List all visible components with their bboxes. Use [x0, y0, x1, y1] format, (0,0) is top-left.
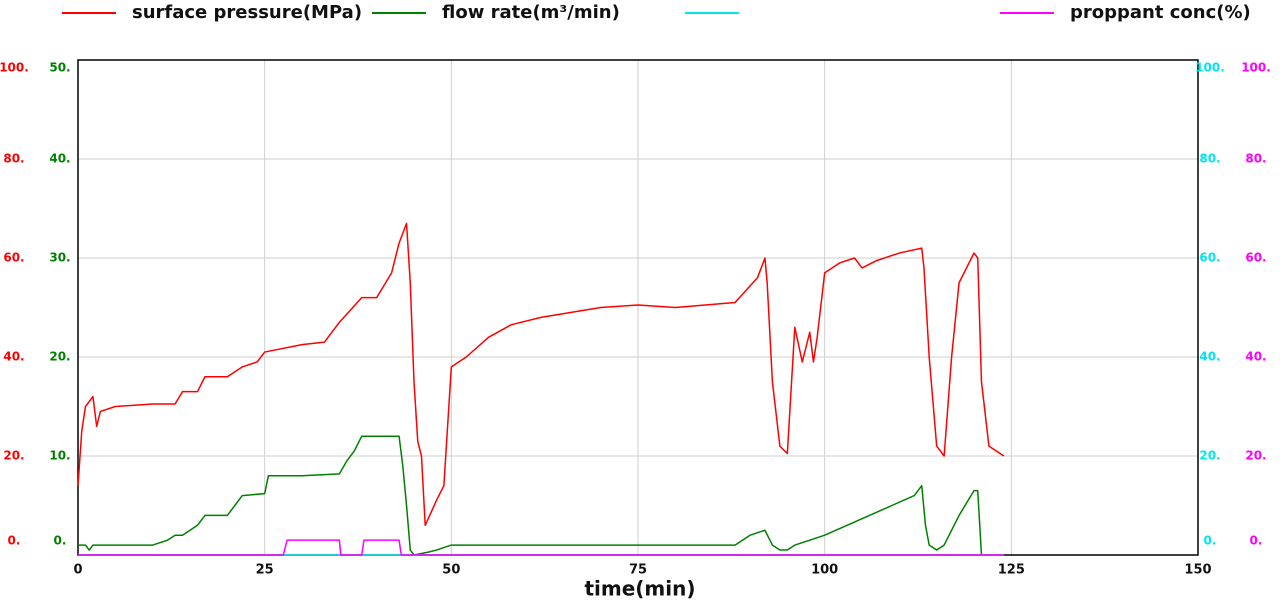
y-tick-label: 50.: [49, 61, 70, 75]
y-tick-label: 40.: [49, 152, 70, 166]
legend-label: surface pressure(MPa): [132, 2, 362, 23]
y-tick-label: 20.: [49, 350, 70, 364]
y-tick-label: 30.: [49, 251, 70, 265]
y-tick-label: 100.: [1195, 61, 1225, 75]
y-tick-label: 0.: [1250, 534, 1263, 548]
x-tick-label: 50: [442, 563, 460, 578]
y-tick-label: 10.: [49, 449, 70, 463]
legend-label: flow rate(m³/min): [442, 2, 620, 23]
y-tick-label: 40.: [1199, 350, 1220, 364]
y-tick-label: 20.: [1245, 449, 1266, 463]
y-tick-label: 40.: [1245, 350, 1266, 364]
x-tick-label: 75: [629, 563, 647, 578]
y-tick-label: 80.: [3, 152, 24, 166]
x-tick-label: 100: [811, 563, 838, 578]
y-tick-label: 60.: [3, 251, 24, 265]
legend-label: proppant conc(%): [1070, 2, 1251, 23]
y-tick-label: 100.: [0, 61, 29, 75]
x-tick-label: 0: [73, 563, 82, 578]
x-tick-label: 125: [998, 563, 1025, 578]
series-line: [78, 539, 1004, 556]
y-tick-label: 0.: [8, 534, 21, 548]
y-tick-label: 0.: [1204, 534, 1217, 548]
y-tick-label: 40.: [3, 350, 24, 364]
x-axis-label: time(min): [584, 577, 695, 601]
y-tick-label: 80.: [1245, 152, 1266, 166]
y-tick-label: 60.: [1245, 251, 1266, 265]
y-tick-label: 20.: [3, 449, 24, 463]
series-line: [77, 222, 1005, 527]
y-tick-label: 60.: [1199, 251, 1220, 265]
x-tick-label: 150: [1184, 563, 1211, 578]
y-tick-label: 20.: [1199, 449, 1220, 463]
y-tick-label: 100.: [1241, 61, 1271, 75]
y-tick-label: 0.: [54, 534, 67, 548]
x-tick-label: 25: [256, 563, 274, 578]
series-line: [78, 435, 983, 556]
y-tick-label: 80.: [1199, 152, 1220, 166]
